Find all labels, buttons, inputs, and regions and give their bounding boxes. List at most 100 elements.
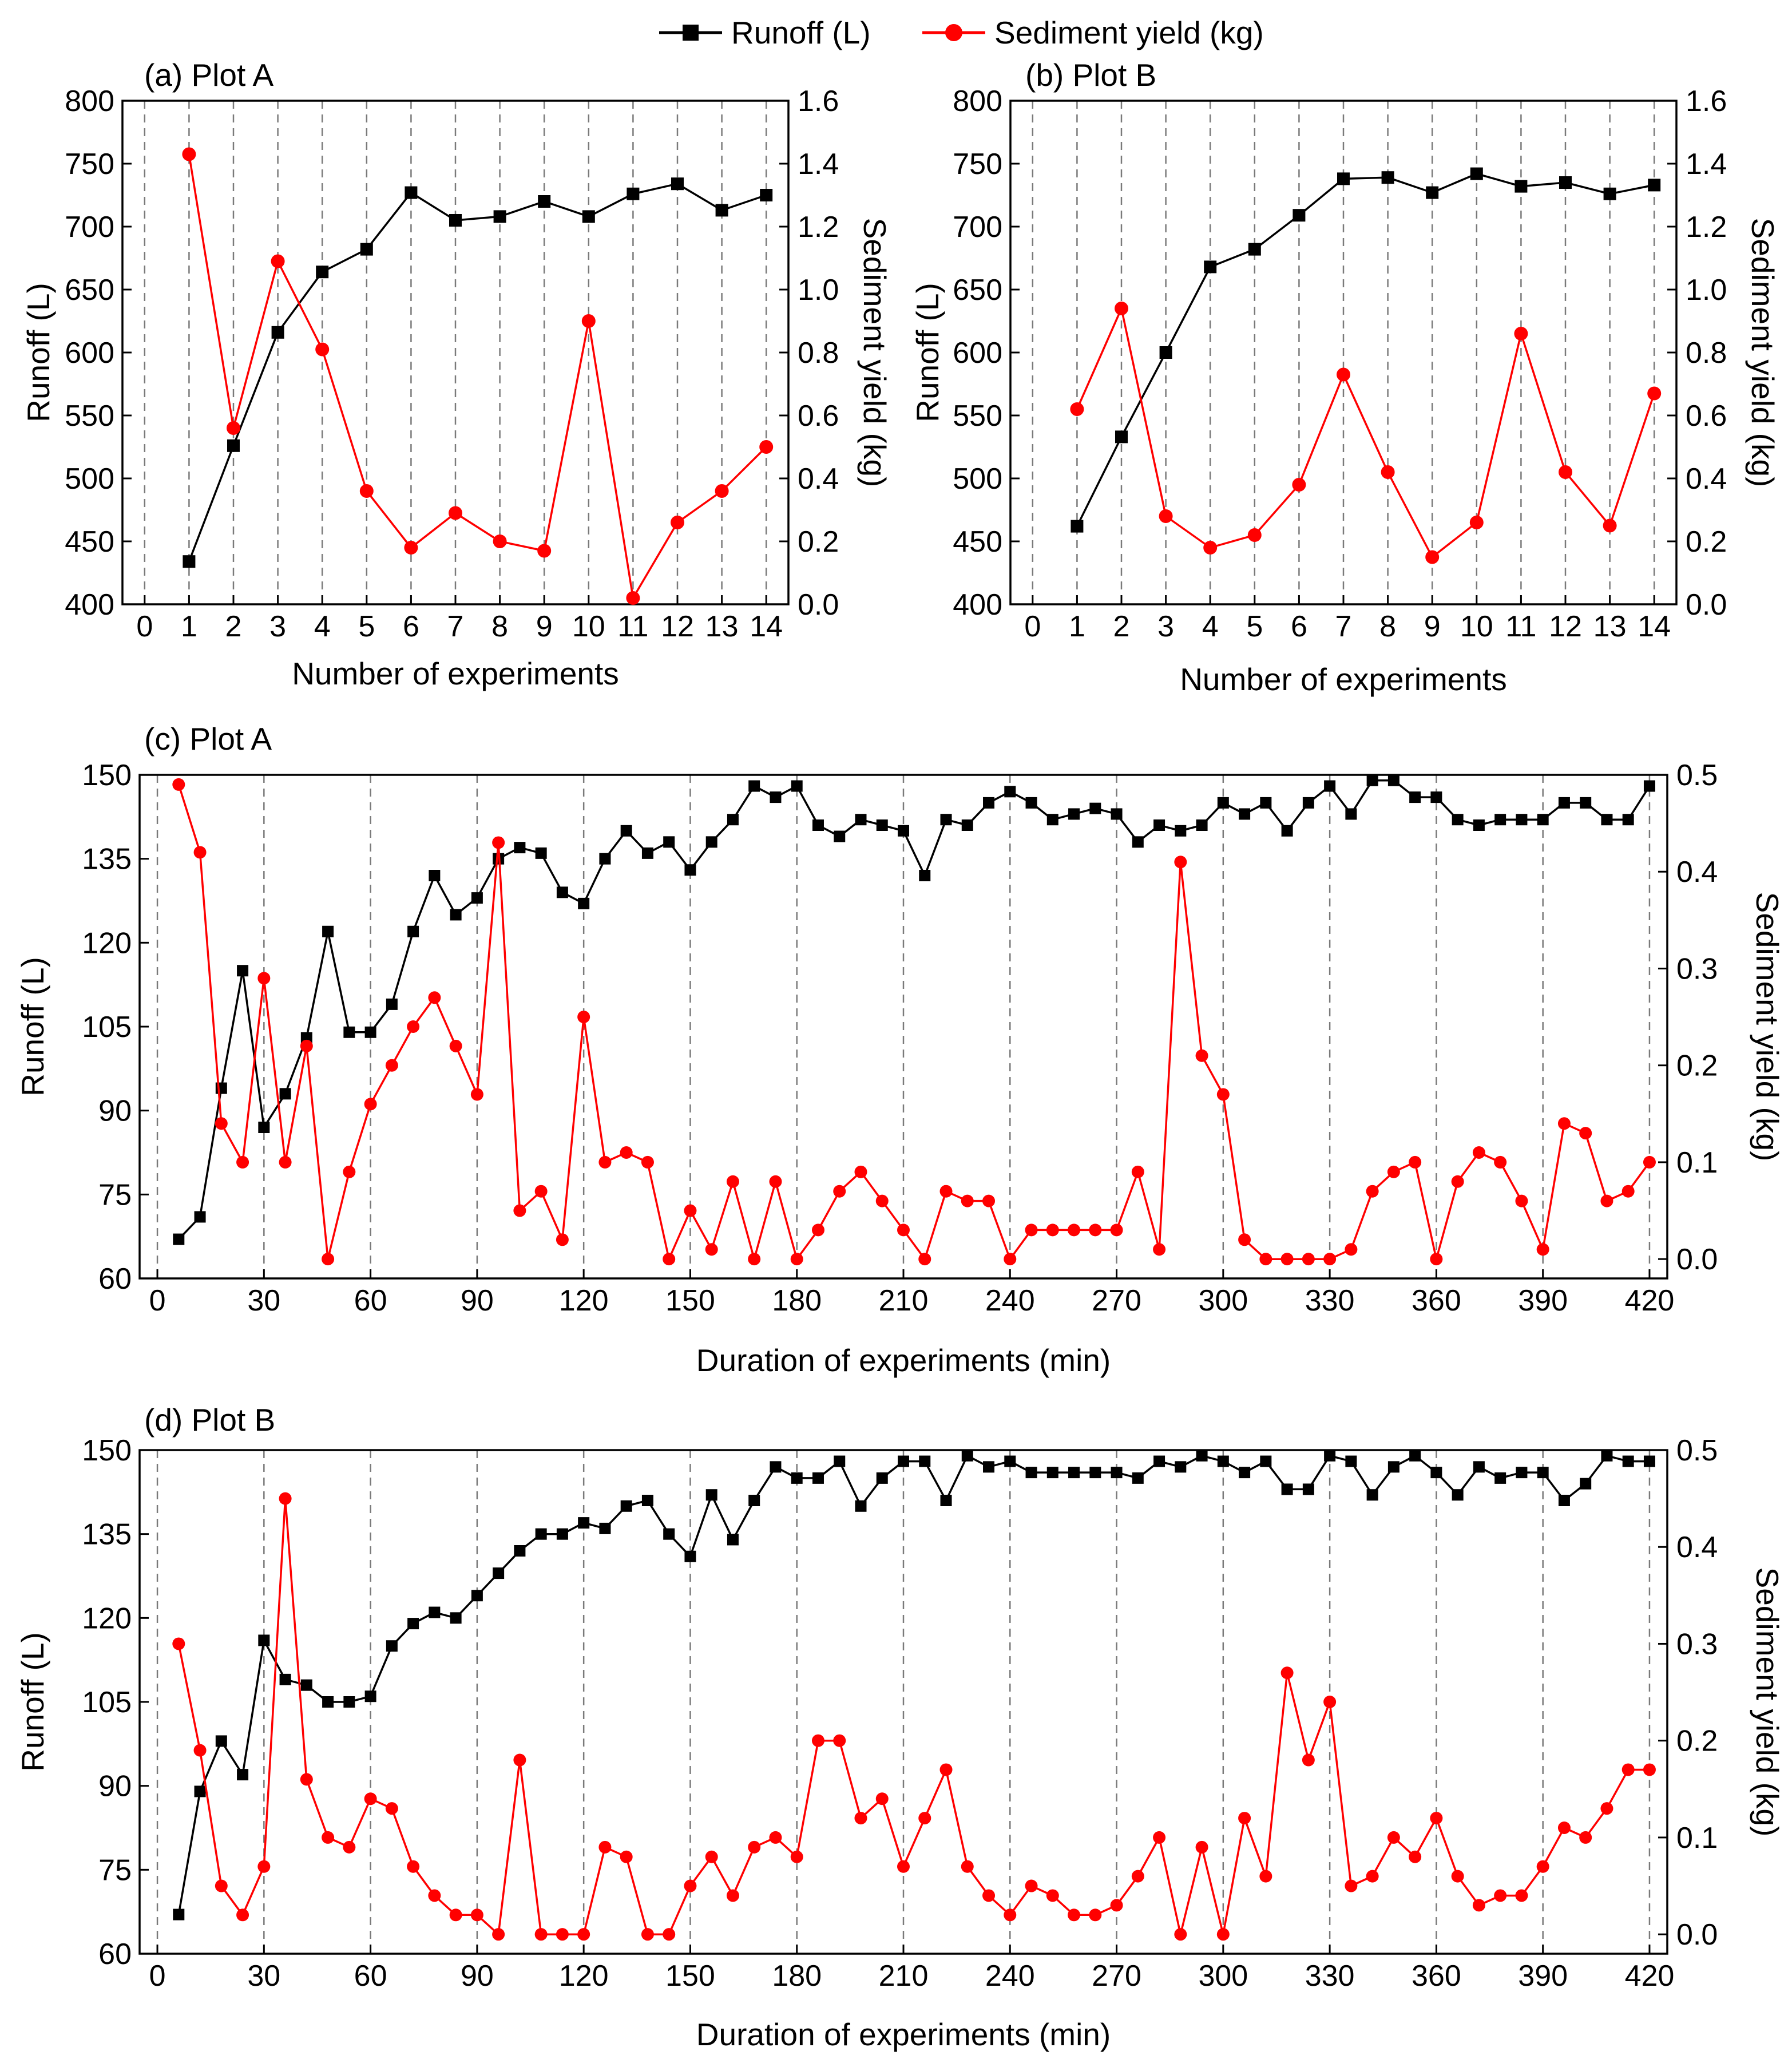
runoff-point: [1603, 187, 1616, 200]
sediment-point: [1472, 1146, 1485, 1159]
sediment-point: [748, 1840, 761, 1854]
sediment-point: [671, 516, 684, 529]
x-tick-label: 4: [1202, 610, 1219, 643]
sediment-point: [663, 1253, 676, 1266]
y-tick-label: 90: [98, 1770, 132, 1803]
y-tick-label: 650: [953, 274, 1002, 307]
runoff-point: [791, 780, 803, 792]
x-tick-label: 4: [314, 610, 331, 643]
sediment-point: [407, 1860, 420, 1873]
runoff-point: [271, 326, 284, 339]
runoff-point: [578, 1517, 590, 1529]
runoff-point: [748, 1495, 760, 1506]
runoff-point: [812, 1472, 824, 1484]
sediment-point: [1621, 1763, 1635, 1776]
legend-runoff-label: Runoff (L): [731, 15, 871, 50]
sediment-point: [1259, 1870, 1272, 1883]
runoff-point: [1494, 814, 1506, 826]
y2-tick-label: 0.6: [798, 399, 839, 433]
y-tick-label: 800: [953, 85, 1002, 118]
sediment-point: [620, 1850, 633, 1863]
sediment-point: [1366, 1870, 1379, 1883]
sediment-point: [918, 1812, 931, 1825]
sediment-point: [1259, 1253, 1272, 1266]
runoff-point: [173, 1233, 185, 1245]
sediment-point: [1195, 1840, 1208, 1854]
sediment-point: [404, 541, 418, 555]
sediment-point: [1430, 1253, 1443, 1266]
runoff-point: [620, 1500, 632, 1512]
y-tick-label: 75: [98, 1854, 132, 1887]
runoff-point: [1516, 1467, 1528, 1479]
sediment-point: [1110, 1223, 1123, 1237]
y-tick-label: 750: [65, 148, 114, 181]
runoff-point: [1473, 1461, 1485, 1473]
sediment-point: [581, 314, 596, 328]
x-tick-label: 13: [705, 610, 739, 643]
y-tick-label: 150: [82, 1434, 132, 1467]
runoff-point: [237, 965, 249, 977]
runoff-point: [1622, 1455, 1634, 1467]
runoff-point: [1324, 780, 1336, 792]
sediment-point: [705, 1850, 718, 1863]
sediment-point: [961, 1194, 974, 1207]
x-tick-label: 180: [772, 1959, 822, 1993]
sediment-point: [1579, 1127, 1592, 1140]
sediment-point: [470, 1088, 483, 1101]
sediment-point: [1557, 1822, 1571, 1834]
runoff-point: [279, 1673, 291, 1685]
y-tick-label: 650: [65, 274, 114, 307]
runoff-point: [429, 870, 441, 881]
runoff-point: [1281, 825, 1293, 837]
sediment-point: [385, 1802, 398, 1815]
x-tick-label: 13: [1593, 610, 1627, 643]
runoff-point: [1293, 209, 1306, 222]
y-tick-label: 120: [82, 926, 132, 960]
sediment-point: [492, 1928, 505, 1941]
runoff-point: [1153, 1455, 1165, 1467]
runoff-point: [514, 1545, 526, 1557]
runoff-point: [364, 1026, 376, 1038]
runoff-series-line: [1076, 172, 1655, 527]
sediment-point: [556, 1233, 569, 1246]
y2-tick-label: 0.1: [1676, 1822, 1718, 1855]
runoff-point: [1430, 791, 1442, 803]
sediment-point: [1280, 1253, 1294, 1266]
legend-sediment-label: Sediment yield (kg): [994, 15, 1264, 50]
runoff-point: [493, 210, 506, 223]
y2-tick-label: 1.4: [798, 148, 839, 181]
runoff-point: [1004, 786, 1016, 798]
sediment-point: [705, 1243, 718, 1256]
x-tick-label: 14: [1638, 610, 1671, 643]
y2-tick-label: 0.5: [1676, 1434, 1718, 1467]
sediment-point: [322, 1253, 335, 1266]
runoff-point: [940, 814, 952, 826]
x-tick-label: 11: [617, 610, 648, 643]
y-tick-label: 450: [953, 525, 1002, 559]
sediment-point: [875, 1194, 889, 1207]
runoff-point: [812, 819, 824, 831]
sediment-point: [1302, 1753, 1315, 1767]
runoff-point: [556, 886, 568, 898]
x-tick-label: 390: [1518, 1284, 1568, 1317]
x-axis-title: Number of experiments: [292, 656, 619, 691]
sediment-point: [172, 1637, 185, 1650]
sediment-point: [1647, 386, 1662, 401]
sediment-point: [1153, 1831, 1166, 1844]
sediment-point: [1494, 1155, 1507, 1169]
runoff-point: [535, 1528, 547, 1540]
runoff-point: [770, 791, 782, 803]
x-tick-label: 90: [461, 1959, 494, 1993]
runoff-series-line: [178, 779, 1651, 1240]
runoff-point: [1004, 1455, 1016, 1467]
x-tick-label: 420: [1625, 1959, 1675, 1993]
sediment-point: [1469, 516, 1484, 529]
runoff-point: [1601, 814, 1613, 826]
sediment-point: [322, 1831, 335, 1844]
runoff-point: [641, 847, 653, 859]
runoff-point: [1025, 1467, 1037, 1479]
y-tick-label: 550: [65, 399, 114, 433]
y-tick-label: 60: [98, 1938, 132, 1971]
runoff-point: [1426, 186, 1439, 199]
runoff-point: [556, 1528, 568, 1540]
